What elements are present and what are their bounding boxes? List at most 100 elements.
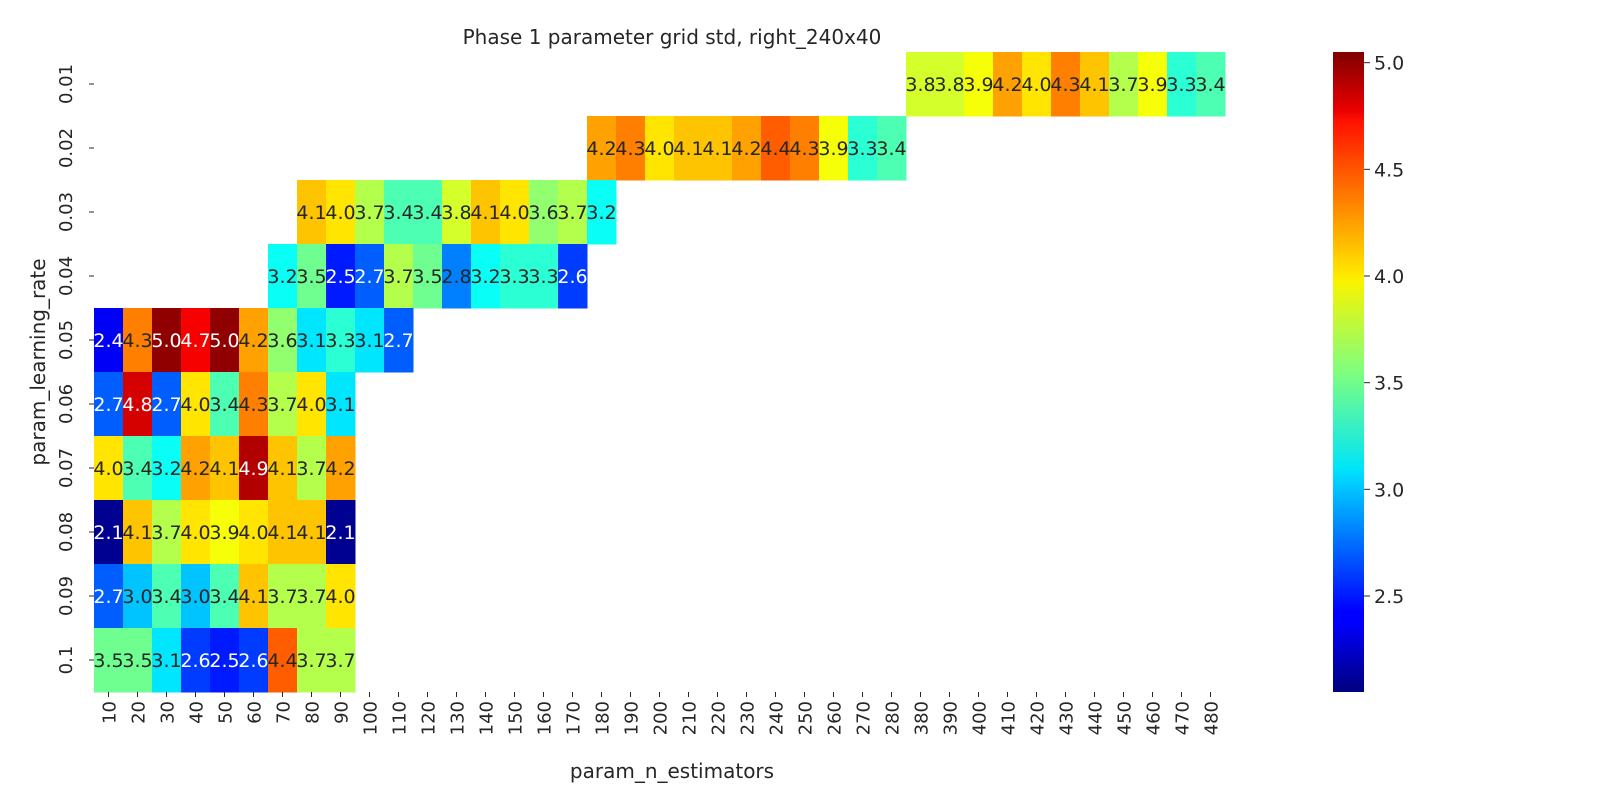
heatmap-cell	[210, 500, 240, 565]
cell-value-label: 2.6	[238, 650, 268, 672]
cell-value-label: 5.0	[151, 330, 181, 352]
heatmap-cell	[326, 372, 356, 437]
heatmap-cell	[239, 436, 269, 501]
cell-value-label: 3.7	[325, 650, 355, 672]
cell-value-label: 2.7	[93, 586, 123, 608]
cell-value-label: 3.7	[296, 586, 326, 608]
y-tick-label: 0.08	[56, 512, 77, 552]
chart-title: Phase 1 parameter grid std, right_240x40	[463, 25, 882, 49]
heatmap-cell	[297, 628, 327, 693]
cell-value-label: 3.7	[267, 586, 297, 608]
cell-value-label: 3.7	[383, 266, 413, 288]
cell-value-label: 3.1	[296, 330, 326, 352]
cell-value-label: 2.7	[383, 330, 413, 352]
cell-value-label: 3.3	[499, 266, 529, 288]
cell-value-labels: 3.83.83.94.24.04.34.13.73.93.33.44.24.34…	[93, 74, 1225, 672]
heatmap-cell	[123, 436, 153, 501]
cell-value-label: 4.3	[615, 138, 645, 160]
heatmap-cell	[703, 116, 733, 181]
heatmap-cell	[94, 372, 124, 437]
cell-value-label: 3.2	[586, 202, 616, 224]
heatmap-cell	[355, 244, 385, 309]
x-tick-label: 80	[303, 701, 324, 724]
y-axis-ticks: 0.01 0.02 0.03 0.04 0.05 0.06 0.07 0.08 0.09 0.1	[56, 64, 94, 674]
heatmap-cell	[239, 308, 269, 373]
heatmap-cell	[906, 52, 936, 117]
cell-value-label: 3.3	[847, 138, 877, 160]
x-tick-label: 90	[332, 701, 353, 724]
heatmap-cell	[210, 308, 240, 373]
heatmap-cell	[152, 500, 182, 565]
x-tick-label: 280	[883, 701, 904, 735]
heatmap-cell	[326, 500, 356, 565]
cell-value-label: 4.2	[731, 138, 761, 160]
x-tick-label: 160	[535, 701, 556, 735]
cell-value-label: 3.4	[876, 138, 906, 160]
cell-value-label: 4.0	[325, 586, 355, 608]
heatmap-cell	[94, 436, 124, 501]
cell-value-label: 3.3	[1166, 74, 1196, 96]
y-tick-label: 0.01	[56, 64, 77, 104]
cell-value-label: 3.1	[354, 330, 384, 352]
y-tick-label: 0.1	[56, 646, 77, 675]
cell-value-label: 3.3	[528, 266, 558, 288]
cell-value-label: 3.5	[93, 650, 123, 672]
cell-value-label: 2.7	[151, 394, 181, 416]
cell-value-label: 3.5	[296, 266, 326, 288]
cell-value-label: 4.2	[325, 458, 355, 480]
cell-value-label: 3.3	[325, 330, 355, 352]
x-tick-label: 150	[506, 701, 527, 735]
cell-value-label: 4.1	[267, 458, 297, 480]
x-tick-label: 400	[970, 701, 991, 735]
cell-value-label: 3.0	[122, 586, 152, 608]
x-tick-label: 130	[448, 701, 469, 735]
x-tick-label: 270	[854, 701, 875, 735]
heatmap-cell	[268, 308, 298, 373]
heatmap-cell	[268, 628, 298, 693]
cell-value-label: 4.2	[180, 458, 210, 480]
cell-value-label: 3.8	[934, 74, 964, 96]
cell-value-label: 4.0	[238, 522, 268, 544]
heatmap-cell	[558, 180, 588, 245]
heatmap-cell	[181, 564, 211, 629]
cell-value-label: 3.7	[151, 522, 181, 544]
heatmap-cell	[268, 244, 298, 309]
heatmap-cell	[442, 244, 472, 309]
heatmap-cell	[1109, 52, 1139, 117]
x-tick-label: 180	[593, 701, 614, 735]
cell-value-label: 3.4	[412, 202, 442, 224]
cell-value-label: 4.1	[238, 586, 268, 608]
cell-value-label: 4.4	[267, 650, 297, 672]
cell-value-label: 3.6	[528, 202, 558, 224]
x-tick-label: 110	[390, 701, 411, 735]
heatmap-cell	[152, 372, 182, 437]
colorbar-tick-label: 3.5	[1374, 373, 1404, 395]
x-tick-label: 190	[622, 701, 643, 735]
heatmap-cell	[239, 500, 269, 565]
colorbar-tick-label: 4.5	[1374, 159, 1404, 181]
cell-value-label: 2.4	[93, 330, 123, 352]
cell-value-label: 4.4	[760, 138, 790, 160]
x-tick-label: 30	[158, 701, 179, 724]
cell-value-label: 3.2	[470, 266, 500, 288]
heatmap-cell	[413, 244, 443, 309]
heatmap-cell	[94, 308, 124, 373]
cell-value-label: 4.1	[470, 202, 500, 224]
cell-value-label: 4.3	[1050, 74, 1080, 96]
colorbar-ticks: 2.5 3.0 3.5 4.0 4.5 5.0	[1364, 53, 1404, 608]
heatmap-cell	[210, 372, 240, 437]
cell-value-label: 3.8	[905, 74, 935, 96]
heatmap-cell	[1167, 52, 1197, 117]
cell-value-label: 4.0	[180, 394, 210, 416]
x-tick-label: 70	[274, 701, 295, 724]
heatmap-cell	[210, 628, 240, 693]
colorbar-tick-label: 3.0	[1374, 479, 1404, 501]
heatmap-cell	[616, 116, 646, 181]
cell-value-label: 3.5	[412, 266, 442, 288]
heatmap-cell	[558, 244, 588, 309]
cell-value-label: 4.2	[238, 330, 268, 352]
cell-value-label: 4.1	[673, 138, 703, 160]
x-tick-label: 170	[564, 701, 585, 735]
cell-value-label: 3.9	[818, 138, 848, 160]
